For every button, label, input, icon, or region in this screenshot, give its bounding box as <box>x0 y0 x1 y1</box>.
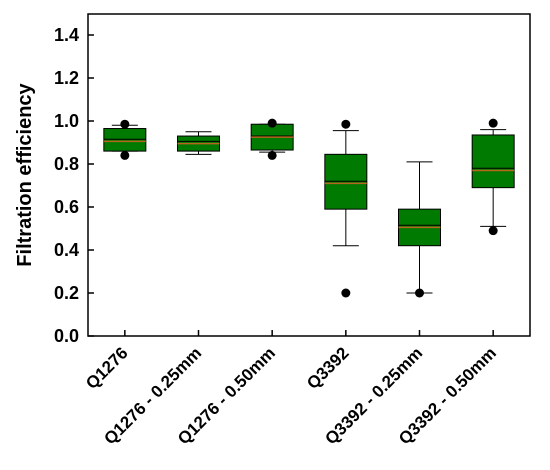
y-axis: 0.0 0.2 0.4 0.6 0.8 1.0 1.2 1.4 <box>54 25 94 346</box>
box-body <box>324 153 368 210</box>
y-axis-title: Filtration efficiency <box>14 82 36 266</box>
plot-frame <box>87 13 531 337</box>
y-tick-label: 1.4 <box>54 25 79 45</box>
x-category-label: Q3392 <box>303 343 353 393</box>
y-tick-label: 1.0 <box>54 111 79 131</box>
box-body <box>103 128 147 152</box>
outlier-point <box>120 150 130 160</box>
outlier-point <box>488 118 498 128</box>
outlier-point <box>120 119 130 129</box>
y-tick-label: 0.0 <box>54 326 79 346</box>
y-tick-label: 0.6 <box>54 197 79 217</box>
box-3 <box>250 118 294 160</box>
outlier-point <box>341 119 351 129</box>
box-6 <box>471 118 515 236</box>
y-tick-label: 1.2 <box>54 68 79 88</box>
box-1 <box>103 119 147 160</box>
outlier-point <box>267 150 277 160</box>
box-2 <box>177 131 220 155</box>
outlier-point <box>415 288 424 298</box>
y-tick-label: 0.4 <box>54 240 79 260</box>
box-body <box>471 134 515 189</box>
outlier-point <box>488 226 498 236</box>
x-category-label: Q1276 <box>82 343 132 393</box>
box-5 <box>398 161 441 298</box>
y-tick-label: 0.8 <box>54 154 79 174</box>
y-tick-label: 0.2 <box>54 283 79 303</box>
outlier-point <box>341 288 351 298</box>
box-4 <box>324 119 368 298</box>
outlier-point <box>267 118 277 128</box>
box-series <box>103 118 515 298</box>
